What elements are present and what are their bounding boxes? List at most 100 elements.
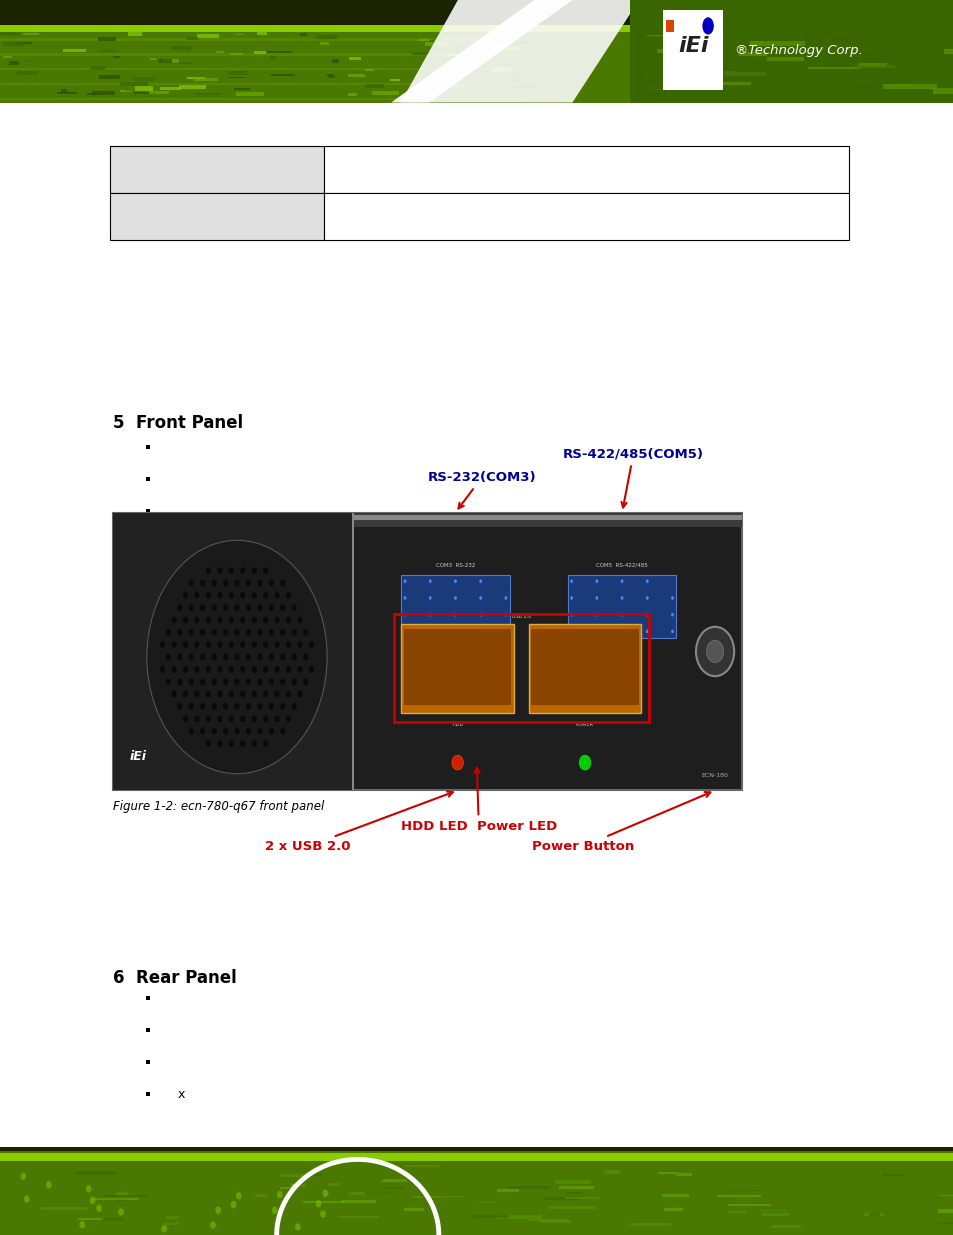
Bar xyxy=(3,56,12,58)
Circle shape xyxy=(320,1210,326,1218)
Bar xyxy=(0,1153,953,1161)
Circle shape xyxy=(257,604,262,611)
Circle shape xyxy=(570,579,573,583)
Circle shape xyxy=(20,1172,26,1179)
Circle shape xyxy=(229,616,233,624)
Circle shape xyxy=(252,690,256,698)
Circle shape xyxy=(234,727,239,735)
Circle shape xyxy=(246,678,251,685)
Circle shape xyxy=(292,604,296,611)
Bar xyxy=(16,42,31,44)
Circle shape xyxy=(24,1195,30,1203)
Bar xyxy=(728,1210,744,1214)
Bar xyxy=(166,1215,178,1219)
Circle shape xyxy=(217,641,222,648)
Bar xyxy=(179,85,206,89)
Bar xyxy=(676,1173,691,1176)
Bar xyxy=(424,42,450,46)
Text: Figure 1-2: ecn-780-q67 front panel: Figure 1-2: ecn-780-q67 front panel xyxy=(112,800,323,814)
Bar xyxy=(862,1213,883,1215)
Ellipse shape xyxy=(701,17,713,35)
Bar xyxy=(0,83,524,85)
Circle shape xyxy=(118,1208,124,1215)
Bar xyxy=(465,47,485,48)
Circle shape xyxy=(194,666,199,673)
Bar xyxy=(417,38,430,41)
Circle shape xyxy=(240,616,245,624)
Circle shape xyxy=(96,1204,102,1212)
Bar xyxy=(104,1194,148,1197)
Bar xyxy=(716,1194,760,1197)
Circle shape xyxy=(200,678,205,685)
Bar xyxy=(382,1188,404,1189)
Circle shape xyxy=(189,579,193,587)
Circle shape xyxy=(217,666,222,673)
Bar xyxy=(63,49,86,52)
Circle shape xyxy=(189,703,193,710)
Text: RS-422/485(COM5): RS-422/485(COM5) xyxy=(562,447,703,508)
Circle shape xyxy=(428,613,431,616)
Circle shape xyxy=(234,703,239,710)
Circle shape xyxy=(234,629,239,636)
Circle shape xyxy=(147,541,327,773)
Bar xyxy=(112,515,741,520)
Circle shape xyxy=(252,740,256,747)
Circle shape xyxy=(229,641,233,648)
Circle shape xyxy=(478,630,481,634)
Bar xyxy=(150,91,169,94)
Circle shape xyxy=(252,592,256,599)
Circle shape xyxy=(269,604,274,611)
Bar xyxy=(770,1225,801,1229)
Circle shape xyxy=(595,597,598,600)
Bar xyxy=(566,1192,582,1194)
Circle shape xyxy=(90,1197,95,1204)
Bar xyxy=(401,576,509,637)
Circle shape xyxy=(206,592,211,599)
Bar xyxy=(882,84,936,89)
Circle shape xyxy=(578,755,590,771)
Bar xyxy=(161,59,178,63)
Text: iEi: iEi xyxy=(130,750,147,763)
Bar xyxy=(327,74,333,75)
Bar xyxy=(302,1200,345,1203)
Circle shape xyxy=(177,678,182,685)
Circle shape xyxy=(189,629,193,636)
Circle shape xyxy=(194,641,199,648)
Circle shape xyxy=(229,666,233,673)
Bar xyxy=(120,83,148,85)
Circle shape xyxy=(229,740,233,747)
Circle shape xyxy=(212,703,216,710)
Bar xyxy=(3,42,25,46)
Bar xyxy=(710,57,760,61)
Bar xyxy=(519,83,536,88)
Bar xyxy=(347,74,364,77)
Bar xyxy=(859,63,886,67)
Bar xyxy=(115,1199,127,1200)
Circle shape xyxy=(403,597,406,600)
Circle shape xyxy=(223,629,228,636)
Bar xyxy=(112,513,741,790)
Bar xyxy=(938,1209,953,1213)
Bar xyxy=(112,513,352,790)
Circle shape xyxy=(212,653,216,661)
Bar xyxy=(379,1181,395,1182)
Text: COM5  RS-422/485: COM5 RS-422/485 xyxy=(596,563,647,568)
Circle shape xyxy=(276,1191,282,1198)
Bar xyxy=(832,43,872,46)
Circle shape xyxy=(200,629,205,636)
Bar xyxy=(230,53,242,54)
Circle shape xyxy=(189,678,193,685)
Circle shape xyxy=(223,604,228,611)
Bar xyxy=(0,0,953,25)
Circle shape xyxy=(454,630,456,634)
Circle shape xyxy=(194,616,199,624)
Circle shape xyxy=(183,690,188,698)
Circle shape xyxy=(274,616,279,624)
Bar xyxy=(271,74,294,77)
Bar xyxy=(848,65,882,67)
Circle shape xyxy=(428,579,431,583)
Bar xyxy=(317,35,338,40)
Bar xyxy=(134,93,156,94)
Bar xyxy=(504,41,526,44)
Circle shape xyxy=(428,630,431,634)
